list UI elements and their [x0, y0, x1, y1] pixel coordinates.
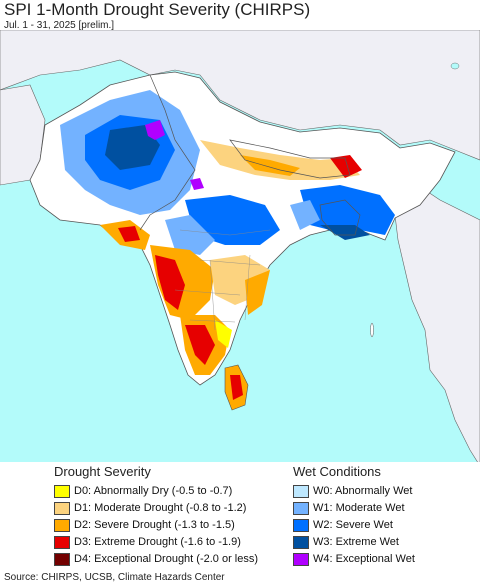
legend-label-d4: D4: Exceptional Drought (-2.0 or less) — [74, 553, 259, 565]
state-borders — [174, 229, 271, 331]
legend-label-w3: W3: Extreme Wet — [313, 536, 399, 548]
legend-label-d0: D0: Abnormally Dry (-0.5 to -0.7) — [74, 485, 233, 497]
legend-item-w1: W1: Moderate Wet — [293, 500, 405, 516]
wet-region-central-w2 — [185, 195, 280, 245]
legend-swatch-w3 — [293, 535, 309, 549]
wet-region-north-w4 — [190, 178, 204, 190]
island-andaman — [370, 322, 374, 338]
legend-item-d0: D0: Abnormally Dry (-0.5 to -0.7) — [54, 483, 232, 499]
legend-swatch-d1 — [54, 501, 70, 515]
legend-swatch-d4 — [54, 552, 70, 566]
legend-item-w2: W2: Severe Wet — [293, 517, 393, 533]
legend-swatch-d0 — [54, 484, 70, 498]
country-border-bangladesh — [319, 199, 361, 236]
drought-map — [0, 30, 480, 466]
country-border-pak-ind — [139, 74, 196, 231]
map-title: SPI 1-Month Drought Severity (CHIRPS) — [4, 0, 311, 19]
drought-legend-heading: Drought Severity — [54, 464, 151, 479]
legend-item-d2: D2: Severe Drought (-1.3 to -1.5) — [54, 517, 235, 533]
wet-region-bengal-w1 — [290, 200, 320, 230]
drought-south-d3 — [185, 325, 215, 365]
legend: Drought Severity Wet Conditions D0: Abno… — [0, 462, 480, 570]
legend-item-d1: D1: Moderate Drought (-0.8 to -1.2) — [54, 500, 246, 516]
drought-south-d0 — [215, 320, 232, 348]
drought-east-coast-d2 — [245, 270, 270, 315]
legend-label-w4: W4: Exceptional Wet — [313, 553, 415, 565]
legend-swatch-w2 — [293, 518, 309, 532]
map-subtitle: Jul. 1 - 31, 2025 [prelim.] — [4, 20, 115, 31]
legend-item-w4: W4: Exceptional Wet — [293, 551, 415, 567]
legend-label-d3: D3: Extreme Drought (-1.6 to -1.9) — [74, 536, 241, 548]
legend-item-d3: D3: Extreme Drought (-1.6 to -1.9) — [54, 534, 241, 550]
legend-swatch-d3 — [54, 535, 70, 549]
drought-nepal-d3 — [330, 155, 362, 178]
island-lake — [450, 62, 460, 70]
land-southeast-asia — [394, 179, 480, 466]
drought-west-d3 — [155, 255, 185, 310]
sri-lanka-d3 — [230, 375, 243, 400]
legend-item-w0: W0: Abnormally Wet — [293, 483, 412, 499]
legend-label-d2: D2: Severe Drought (-1.3 to -1.5) — [74, 519, 235, 531]
legend-label-w0: W0: Abnormally Wet — [313, 485, 413, 497]
legend-swatch-w4 — [293, 552, 309, 566]
legend-swatch-d2 — [54, 518, 70, 532]
legend-swatch-w0 — [293, 484, 309, 498]
wet-region-pakistan-w4 — [145, 120, 165, 140]
wet-region-east-w3 — [320, 225, 370, 240]
wet-region-pakistan-w3 — [105, 125, 160, 170]
country-border-nepal — [229, 139, 351, 179]
legend-item-d4: D4: Exceptional Drought (-2.0 or less) — [54, 551, 258, 567]
legend-label-w1: W1: Moderate Wet — [313, 502, 405, 514]
legend-item-w3: W3: Extreme Wet — [293, 534, 399, 550]
drought-gujarat-d3 — [118, 226, 140, 242]
legend-label-w2: W2: Severe Wet — [313, 519, 393, 531]
legend-label-d1: D1: Moderate Drought (-0.8 to -1.2) — [74, 502, 247, 514]
wet-region-central-w1 — [165, 215, 215, 255]
source-credit: Source: CHIRPS, UCSB, Climate Hazards Ce… — [4, 572, 225, 583]
land-north — [0, 30, 480, 161]
drought-north-d1 — [200, 140, 360, 180]
wet-legend-heading: Wet Conditions — [293, 464, 381, 479]
legend-swatch-w1 — [293, 501, 309, 515]
